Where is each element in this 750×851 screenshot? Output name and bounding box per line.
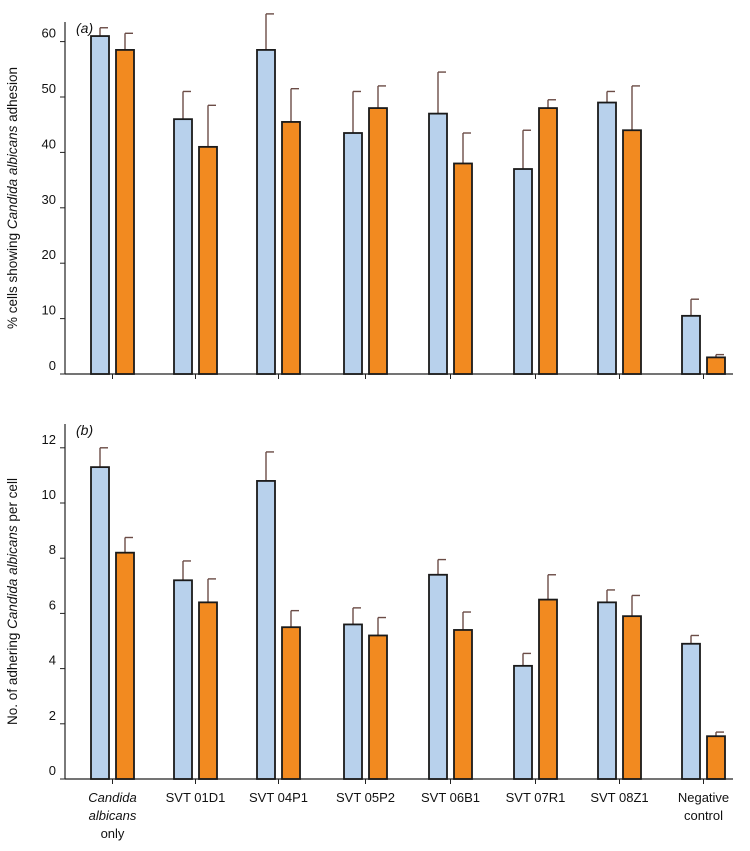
x-tick-label-line: SVT 05P2 xyxy=(336,790,395,805)
x-tick-label-line: control xyxy=(684,808,723,823)
y-tick-label: 10 xyxy=(42,487,56,502)
bar-blue xyxy=(681,642,701,780)
bar-blue xyxy=(256,49,276,375)
bar-blue xyxy=(428,112,448,375)
x-tick-label: SVT 06B1 xyxy=(421,790,480,805)
x-tick-label: SVT 01D1 xyxy=(166,790,226,805)
x-tick-label-line: Candida xyxy=(88,790,136,805)
x-tick-label: SVT 05P2 xyxy=(336,790,395,805)
x-tick-label-line: SVT 07R1 xyxy=(506,790,566,805)
y-tick-label: 20 xyxy=(42,247,56,262)
y-tick-label: 4 xyxy=(49,653,56,668)
y-tick-label: 12 xyxy=(42,432,56,447)
bar-orange xyxy=(538,107,558,375)
y-tick-label: 0 xyxy=(49,763,56,778)
bar-blue xyxy=(513,664,533,780)
bar-blue xyxy=(428,573,448,780)
bar-orange xyxy=(115,49,135,375)
y-tick-label: 6 xyxy=(49,597,56,612)
bar-blue xyxy=(90,35,110,375)
bar-orange xyxy=(706,735,726,780)
y-axis-title: % cells showing Candida albicans adhesio… xyxy=(5,67,20,329)
bar-orange xyxy=(115,551,135,780)
bar-blue xyxy=(597,101,617,375)
y-tick-label: 50 xyxy=(42,81,56,96)
y-tick-label: 40 xyxy=(42,136,56,151)
y-tick-label: 10 xyxy=(42,303,56,318)
bar-blue xyxy=(173,579,193,780)
x-tick-label-line: albicans xyxy=(89,808,137,823)
y-tick-label: 60 xyxy=(42,26,56,41)
y-axis-title-part: No. of adhering xyxy=(5,629,20,725)
panel-label: (a) xyxy=(76,20,93,36)
y-axis-title-part: per cell xyxy=(5,478,20,525)
chart-panel-b: 0 2 4 6 8 10 12 (b) No. of adhering Candida albi… xyxy=(5,422,733,841)
x-tick-label-line: SVT 08Z1 xyxy=(590,790,648,805)
bar-orange xyxy=(368,107,388,375)
x-tick-label: Negative control xyxy=(678,790,729,823)
bar-blue xyxy=(513,168,533,375)
y-tick-label: 2 xyxy=(49,708,56,723)
bar-blue xyxy=(343,132,363,375)
bar-blue xyxy=(173,118,193,375)
y-axis-title-part: Candida albicans xyxy=(5,125,20,229)
bar-orange xyxy=(368,634,388,780)
y-tick-label: 0 xyxy=(49,358,56,373)
y-axis-title: No. of adhering Candida albicans per cel… xyxy=(5,478,20,725)
bar-orange xyxy=(281,121,301,375)
bar-blue xyxy=(597,601,617,780)
x-tick-label-line: only xyxy=(101,826,125,841)
bar-orange xyxy=(453,162,473,375)
x-tick-label-line: Negative xyxy=(678,790,729,805)
bar-orange xyxy=(198,601,218,780)
x-tick-label: SVT 04P1 xyxy=(249,790,308,805)
x-tick-label: SVT 08Z1 xyxy=(590,790,648,805)
bar-orange xyxy=(622,129,642,375)
x-tick-label: Candida albicans only xyxy=(88,790,137,841)
bar-orange xyxy=(622,615,642,780)
x-tick-label: SVT 07R1 xyxy=(506,790,566,805)
bar-blue xyxy=(681,314,701,375)
y-axis-title-part: % cells showing xyxy=(5,229,20,329)
bar-orange xyxy=(198,145,218,375)
x-tick-label-line: SVT 04P1 xyxy=(249,790,308,805)
panel-label: (b) xyxy=(76,422,93,438)
x-tick-label-line: SVT 06B1 xyxy=(421,790,480,805)
bar-orange xyxy=(538,598,558,780)
bar-blue xyxy=(90,466,110,780)
y-tick-label: 30 xyxy=(42,192,56,207)
bar-orange xyxy=(706,356,726,375)
y-axis-title-part: Candida albicans xyxy=(5,525,20,629)
bar-blue xyxy=(256,480,276,780)
chart-panel-a: 0 10 20 30 40 50 60 (a) % cells showing Candida … xyxy=(5,13,733,379)
bar-orange xyxy=(453,629,473,780)
bar-orange xyxy=(281,626,301,780)
bar-blue xyxy=(343,623,363,780)
y-axis-title-part: adhesion xyxy=(5,67,20,126)
x-tick-label-line: SVT 01D1 xyxy=(166,790,226,805)
y-tick-label: 8 xyxy=(49,542,56,557)
